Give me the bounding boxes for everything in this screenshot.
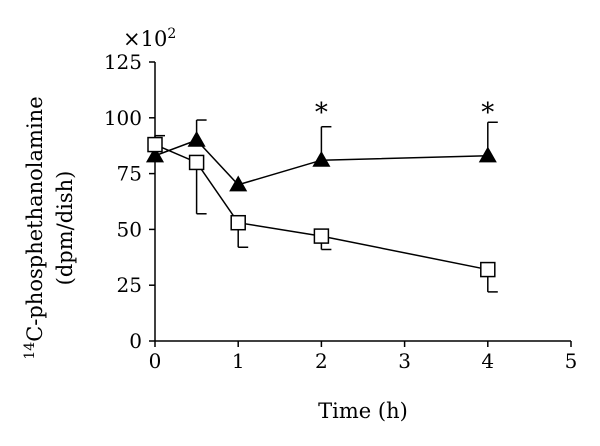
y-axis-label-line2: (dpm/dish)	[53, 171, 77, 286]
y-axis-label-line1: 14C-phosphethanolamine	[22, 96, 47, 359]
marker-triangle	[229, 175, 248, 192]
markers	[145, 130, 497, 278]
marker-triangle	[187, 130, 206, 147]
y-tick-label: 50	[117, 217, 142, 241]
marker-triangle	[478, 146, 497, 163]
significance-asterisk: *	[315, 98, 328, 128]
y-tick-label: 75	[117, 162, 142, 186]
x-tick-label: 1	[232, 349, 245, 373]
x-axis-label: Time (h)	[318, 399, 408, 423]
x-tick-label: 0	[149, 349, 162, 373]
x-tick-label: 3	[398, 349, 411, 373]
marker-square	[230, 214, 246, 231]
y-tick-label: 25	[117, 273, 142, 297]
y-tick-label: 0	[129, 329, 142, 353]
error-bars	[154, 119, 498, 293]
marker-square	[147, 136, 163, 153]
marker-square	[188, 154, 205, 171]
annotations: * *	[315, 98, 494, 128]
y-tick-label: 125	[104, 50, 142, 74]
marker-square	[480, 261, 496, 278]
y-tick-label: 100	[104, 106, 142, 130]
marker-triangle	[312, 150, 331, 167]
significance-asterisk: *	[481, 98, 494, 128]
y-multiplier: ×102	[123, 26, 176, 51]
ticks: 0 25 50 75 100 125 0 1 2 3 4 5	[104, 50, 578, 373]
marker-square	[313, 228, 330, 244]
marker-triangle	[145, 146, 165, 163]
x-tick-label: 5	[565, 349, 578, 373]
x-tick-label: 4	[481, 349, 494, 373]
axes	[154, 62, 571, 342]
x-tick-label: 2	[315, 349, 328, 373]
